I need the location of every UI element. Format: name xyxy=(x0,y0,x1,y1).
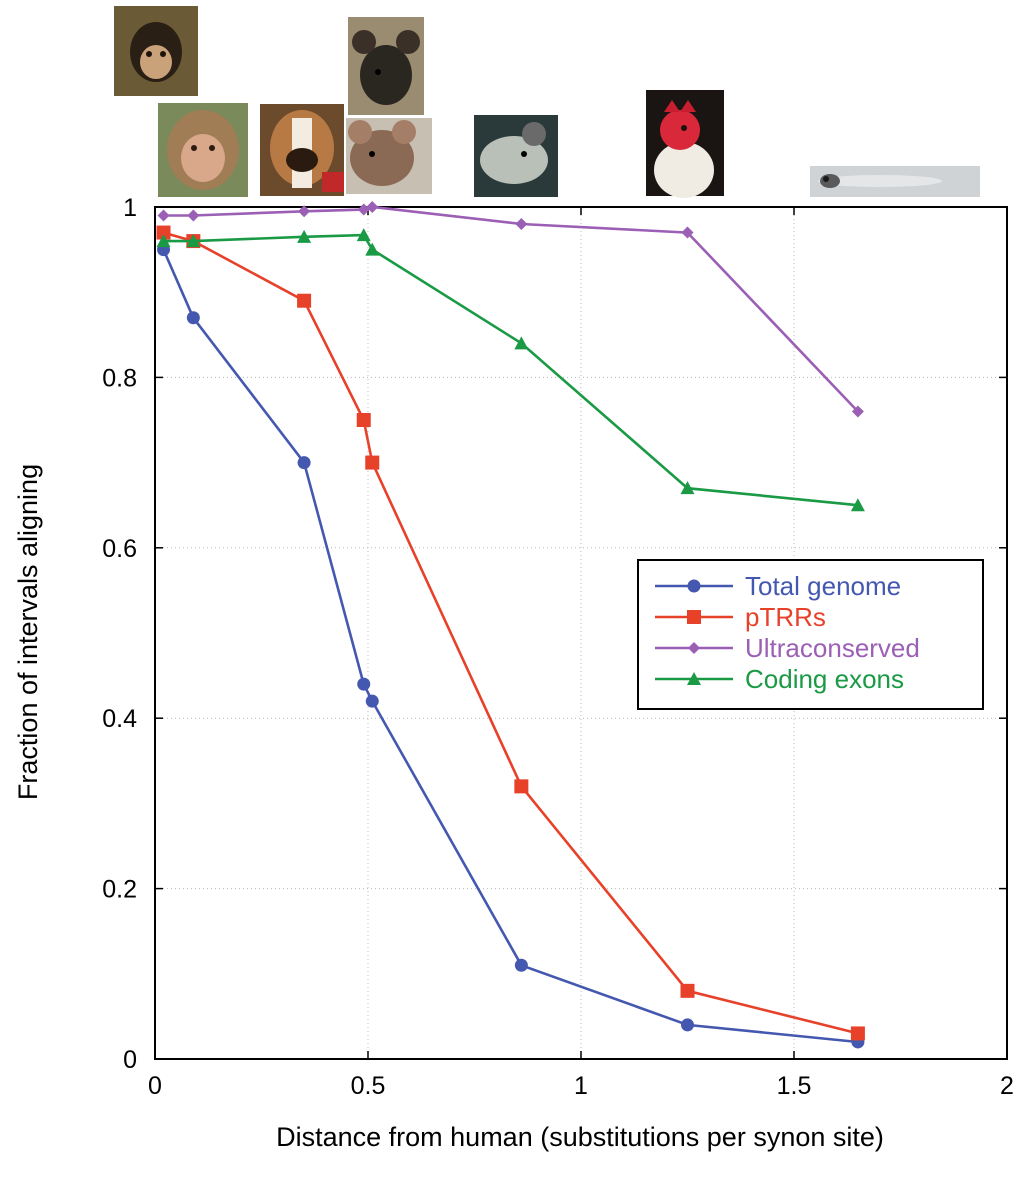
mouse-photo-icon xyxy=(348,17,424,115)
x-tick-label: 0 xyxy=(148,1072,162,1100)
legend-entry: Coding exons xyxy=(655,664,904,694)
data-point xyxy=(356,228,371,242)
y-tick-label: 1 xyxy=(123,194,137,222)
series-total-genome xyxy=(157,243,865,1049)
series-line xyxy=(162,249,859,1044)
y-axis-title: Fraction of intervals aligning xyxy=(13,464,43,800)
data-point xyxy=(297,229,312,243)
x-tick-label: 1 xyxy=(574,1072,588,1100)
x-tick-label: 1.5 xyxy=(777,1072,812,1100)
legend-entry: Ultraconserved xyxy=(655,633,920,663)
data-point xyxy=(187,209,200,222)
legend-swatch-marker xyxy=(687,579,701,593)
macaque-photo-icon xyxy=(158,103,248,197)
x-tick-label: 2 xyxy=(1000,1072,1014,1100)
y-tick-label: 0.8 xyxy=(102,364,137,392)
legend-entry: pTRRs xyxy=(655,602,826,632)
x-tick-label: 0.5 xyxy=(351,1072,386,1100)
series-coding-exons xyxy=(156,228,865,512)
data-point xyxy=(680,983,695,998)
data-point xyxy=(514,336,529,350)
data-point xyxy=(365,242,380,256)
data-point xyxy=(156,234,171,248)
data-point xyxy=(680,481,695,495)
y-tick-label: 0.4 xyxy=(102,705,137,733)
data-point xyxy=(365,455,380,470)
legend-label: Coding exons xyxy=(745,664,904,694)
data-point xyxy=(297,293,312,308)
dog-photo-icon xyxy=(260,104,344,196)
legend-swatch-marker xyxy=(687,672,701,685)
data-point xyxy=(514,958,528,972)
x-axis-title: Distance from human (substitutions per s… xyxy=(276,1122,884,1152)
opossum-photo-icon xyxy=(474,115,558,197)
data-point xyxy=(681,1018,694,1032)
data-point xyxy=(157,209,170,222)
series-line xyxy=(163,231,859,1035)
data-series xyxy=(156,201,865,1049)
data-point xyxy=(186,234,201,248)
data-point xyxy=(850,498,865,512)
axis-tick-labels: 0 0.5 1 1.5 2 0 0.2 0.4 0.6 0.8 1 xyxy=(102,194,1014,1100)
data-point xyxy=(186,311,200,325)
axis-ticks xyxy=(154,206,1008,1060)
legend-swatch-marker xyxy=(688,642,700,654)
series-ptrrs xyxy=(156,225,865,1041)
series-line xyxy=(163,233,859,507)
species-photos xyxy=(114,6,980,198)
data-point xyxy=(850,1026,865,1041)
data-point xyxy=(514,779,529,794)
data-point xyxy=(515,218,528,231)
legend-entry: Total genome xyxy=(655,571,901,601)
legend-swatch-marker xyxy=(687,610,701,624)
zebrafish-photo-icon xyxy=(810,166,980,197)
data-point xyxy=(297,456,311,470)
y-tick-label: 0.2 xyxy=(102,876,137,904)
y-tick-label: 0.6 xyxy=(102,535,137,563)
data-point xyxy=(681,226,694,239)
data-point xyxy=(356,413,371,427)
data-point xyxy=(366,201,379,213)
legend-label: Total genome xyxy=(745,571,901,601)
data-point xyxy=(156,225,171,240)
data-point xyxy=(298,205,311,218)
y-tick-label: 0 xyxy=(123,1046,137,1074)
data-point xyxy=(851,405,864,418)
data-point xyxy=(357,677,371,691)
legend-label: pTRRs xyxy=(745,602,826,632)
chicken-photo-icon xyxy=(646,90,724,198)
chimpanzee-photo-icon xyxy=(114,6,198,96)
legend-label: Ultraconserved xyxy=(745,633,920,663)
data-point xyxy=(365,694,379,708)
rat-photo-icon xyxy=(346,118,432,194)
series-ultraconserved xyxy=(157,201,864,418)
